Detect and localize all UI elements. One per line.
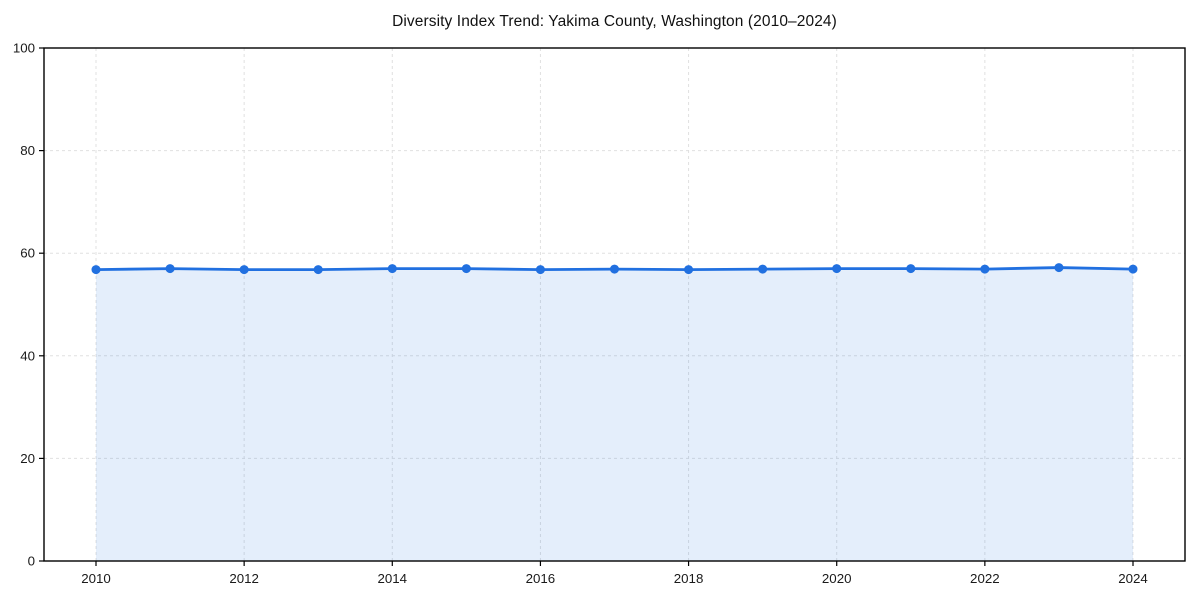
data-point bbox=[313, 265, 323, 275]
x-tick-label: 2010 bbox=[81, 571, 111, 586]
area-fill bbox=[96, 267, 1133, 561]
x-tick-label: 2020 bbox=[822, 571, 852, 586]
y-tick-label: 100 bbox=[13, 41, 35, 56]
y-tick-label: 20 bbox=[20, 451, 35, 466]
data-point bbox=[91, 265, 101, 275]
data-point bbox=[906, 264, 916, 274]
plot-area bbox=[44, 48, 1185, 561]
x-tick-label: 2024 bbox=[1118, 571, 1148, 586]
data-point bbox=[1128, 264, 1138, 274]
x-tick-label: 2018 bbox=[674, 571, 704, 586]
data-point bbox=[165, 264, 175, 274]
y-tick-label: 80 bbox=[20, 143, 35, 158]
data-point bbox=[461, 264, 471, 274]
data-point bbox=[758, 264, 768, 274]
y-tick-label: 60 bbox=[20, 246, 35, 261]
data-point bbox=[239, 265, 249, 275]
plot-border bbox=[43, 47, 1186, 562]
y-tick-label: 0 bbox=[28, 554, 35, 569]
x-tick-label: 2012 bbox=[229, 571, 259, 586]
data-point bbox=[610, 264, 619, 274]
chart-title: Diversity Index Trend: Yakima County, Wa… bbox=[392, 13, 837, 30]
data-point bbox=[980, 264, 990, 274]
y-tick-label: 40 bbox=[20, 348, 35, 363]
data-point bbox=[387, 264, 397, 274]
data-point bbox=[684, 265, 694, 275]
x-tick-label: 2016 bbox=[526, 571, 556, 586]
data-point bbox=[832, 264, 842, 274]
data-point bbox=[1054, 263, 1064, 273]
x-tick-label: 2014 bbox=[377, 571, 407, 586]
x-tick-label: 2022 bbox=[970, 571, 1000, 586]
data-point bbox=[535, 265, 545, 275]
